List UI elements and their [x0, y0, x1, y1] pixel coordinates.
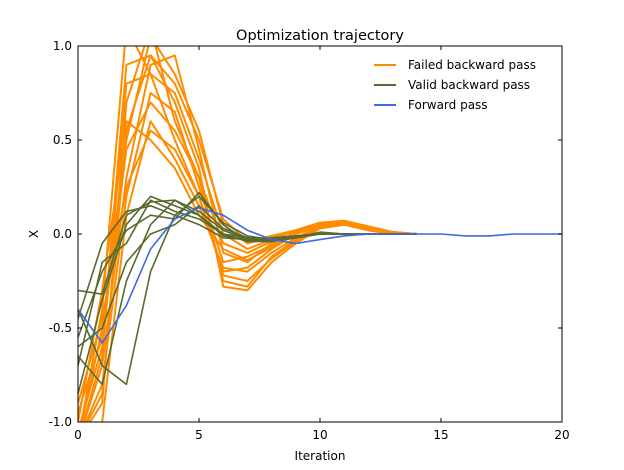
legend-label-forward: Forward pass	[408, 98, 488, 112]
legend-item-forward: Forward pass	[374, 98, 488, 112]
x-tick-label: 10	[312, 428, 327, 442]
y-tick-label: 0.5	[53, 133, 72, 147]
x-axis-label: Iteration	[295, 449, 346, 463]
y-tick-label: 1.0	[53, 39, 72, 53]
x-tick-label: 15	[433, 428, 448, 442]
y-tick-label: -0.5	[49, 321, 72, 335]
legend-label-valid: Valid backward pass	[408, 78, 530, 92]
legend-label-failed: Failed backward pass	[408, 58, 536, 72]
series-line-failed-backward-pass-10	[78, 129, 417, 404]
x-tick-label: 0	[74, 428, 82, 442]
ticks-layer: 0 5 10 15 20 -1.0 -0.5 0.0 0.5 1.0	[49, 39, 570, 442]
y-axis-label: X	[27, 230, 41, 238]
series-layer	[78, 46, 562, 422]
x-tick-label: 5	[195, 428, 203, 442]
y-tick-label: -1.0	[49, 415, 72, 429]
series-line-forward-pass-0	[78, 206, 562, 344]
series-line-failed-backward-pass-9	[82, 73, 417, 422]
legend: Failed backward pass Valid backward pass…	[374, 58, 536, 112]
y-tick-label: 0.0	[53, 227, 72, 241]
legend-item-failed: Failed backward pass	[374, 58, 536, 72]
chart-title: Optimization trajectory	[236, 28, 404, 44]
legend-item-valid: Valid backward pass	[374, 78, 530, 92]
x-tick-label: 20	[554, 428, 569, 442]
